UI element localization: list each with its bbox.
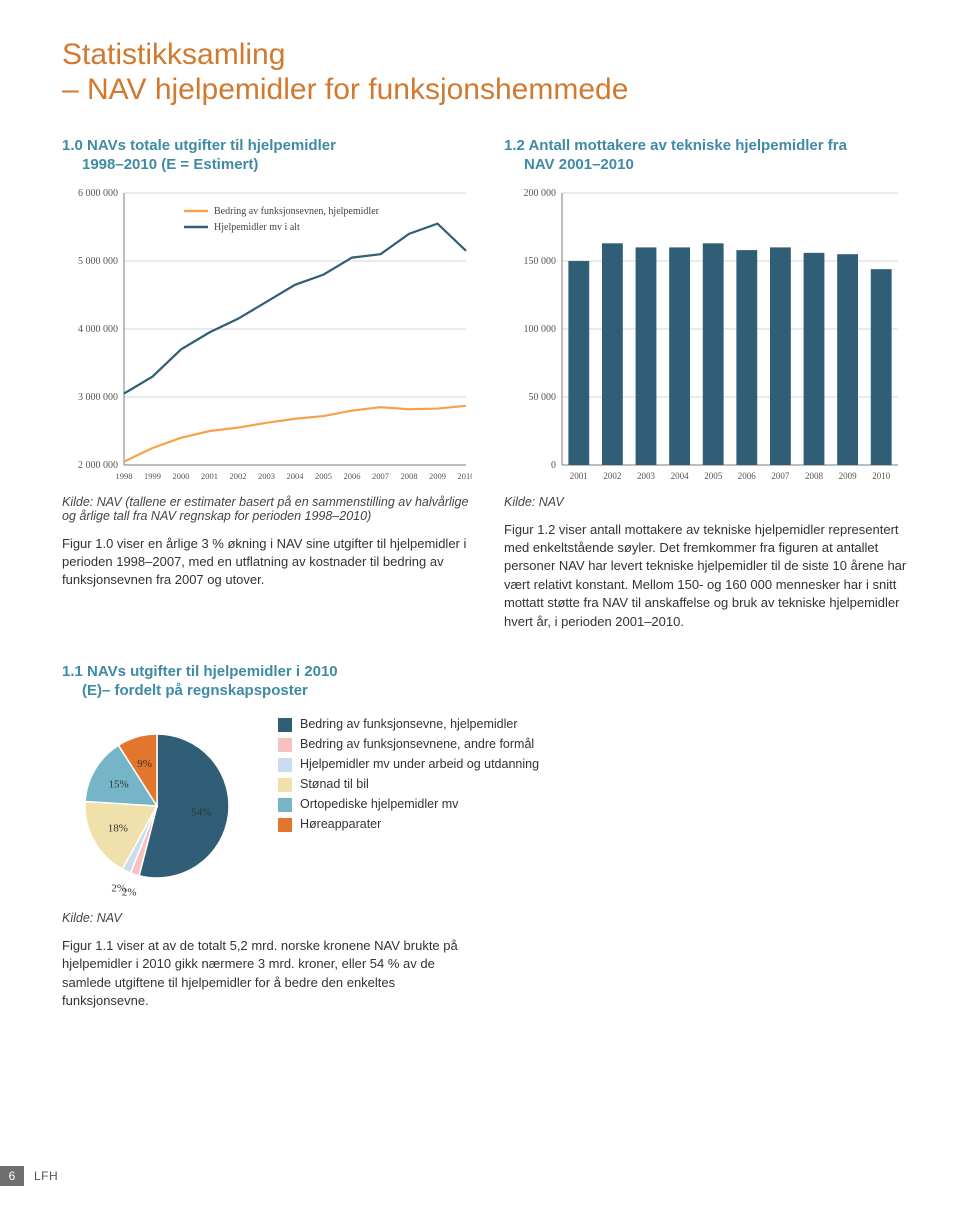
legend-label: Stønad til bil bbox=[300, 777, 369, 791]
svg-text:2006: 2006 bbox=[344, 471, 361, 481]
svg-text:2007: 2007 bbox=[372, 471, 389, 481]
fig11-title-l2: (E)– fordelt på regnskapsposter bbox=[62, 682, 622, 701]
legend-label: Hjelpemidler mv under arbeid og utdannin… bbox=[300, 757, 539, 771]
legend-item: Bedring av funksjonsevnene, andre formål bbox=[278, 737, 539, 752]
svg-text:2009: 2009 bbox=[839, 471, 858, 481]
svg-text:150 000: 150 000 bbox=[524, 256, 557, 267]
fig11-pie: 54%2%2%18%15%9% bbox=[62, 711, 252, 901]
svg-text:2001: 2001 bbox=[201, 471, 218, 481]
legend-swatch bbox=[278, 818, 292, 832]
svg-text:5 000 000: 5 000 000 bbox=[78, 256, 118, 267]
svg-text:2005: 2005 bbox=[704, 471, 723, 481]
svg-text:2002: 2002 bbox=[603, 471, 621, 481]
fig10-chart: 2 000 000 3 000 000 4 000 000 5 000 000 6 00… bbox=[62, 185, 472, 485]
legend-item: Ortopediske hjelpemidler mv bbox=[278, 797, 539, 812]
svg-text:2009: 2009 bbox=[429, 471, 446, 481]
svg-text:4 000 000: 4 000 000 bbox=[78, 324, 118, 335]
fig12-source: Kilde: NAV bbox=[504, 495, 912, 509]
fig12-body: Figur 1.2 viser antall mottakere av tekn… bbox=[504, 521, 912, 632]
svg-text:2008: 2008 bbox=[805, 471, 824, 481]
fig11-body: Figur 1.1 viser at av de totalt 5,2 mrd.… bbox=[62, 937, 482, 1011]
title-line1: Statistikksamling bbox=[62, 38, 285, 71]
svg-text:18%: 18% bbox=[108, 822, 128, 834]
svg-text:2 000 000: 2 000 000 bbox=[78, 460, 118, 471]
svg-text:9%: 9% bbox=[137, 758, 152, 770]
figure-1-1: 1.1 NAVs utgifter til hjelpemidler i 201… bbox=[62, 663, 622, 1010]
svg-text:50 000: 50 000 bbox=[529, 392, 557, 403]
svg-text:2%: 2% bbox=[111, 882, 126, 894]
fig12-title-l1: 1.2 Antall mottakere av tekniske hjelpem… bbox=[504, 137, 847, 154]
page-footer: 6 LFH bbox=[0, 1166, 58, 1186]
page-title: Statistikksamling – NAV hjelpemidler for… bbox=[62, 38, 912, 107]
svg-text:6 000 000: 6 000 000 bbox=[78, 188, 118, 199]
title-line2: – NAV hjelpemidler for funksjonshemmede bbox=[62, 73, 628, 106]
svg-text:2008: 2008 bbox=[401, 471, 418, 481]
fig11-title-l1: 1.1 NAVs utgifter til hjelpemidler i 201… bbox=[62, 663, 338, 680]
legend-item: Hjelpemidler mv under arbeid og utdannin… bbox=[278, 757, 539, 772]
svg-text:1998: 1998 bbox=[116, 471, 133, 481]
legend-swatch bbox=[278, 798, 292, 812]
svg-text:2006: 2006 bbox=[738, 471, 757, 481]
svg-text:2010: 2010 bbox=[872, 471, 891, 481]
svg-text:2005: 2005 bbox=[315, 471, 332, 481]
fig11-source: Kilde: NAV bbox=[62, 911, 622, 925]
svg-text:Hjelpemidler mv i alt: Hjelpemidler mv i alt bbox=[214, 222, 300, 233]
fig10-body: Figur 1.0 viser en årlige 3 % økning i N… bbox=[62, 535, 470, 590]
fig10-source: Kilde: NAV (tallene er estimater basert … bbox=[62, 495, 470, 523]
svg-text:54%: 54% bbox=[191, 806, 211, 818]
svg-text:Bedring av funksjonsevnen, hje: Bedring av funksjonsevnen, hjelpemidler bbox=[214, 206, 380, 217]
legend-label: Høreapparater bbox=[300, 817, 381, 831]
svg-text:3 000 000: 3 000 000 bbox=[78, 392, 118, 403]
legend-label: Ortopediske hjelpemidler mv bbox=[300, 797, 458, 811]
svg-text:200 000: 200 000 bbox=[524, 188, 557, 199]
svg-text:1999: 1999 bbox=[144, 471, 161, 481]
legend-swatch bbox=[278, 758, 292, 772]
svg-text:2000: 2000 bbox=[173, 471, 190, 481]
fig10-title-l1: 1.0 NAVs totale utgifter til hjelpemidle… bbox=[62, 137, 336, 154]
svg-text:0: 0 bbox=[551, 460, 556, 471]
legend-swatch bbox=[278, 718, 292, 732]
top-row: 1.0 NAVs totale utgifter til hjelpemidle… bbox=[62, 137, 912, 647]
svg-text:2004: 2004 bbox=[287, 471, 305, 481]
figure-1-0: 1.0 NAVs totale utgifter til hjelpemidle… bbox=[62, 137, 470, 647]
fig11-title: 1.1 NAVs utgifter til hjelpemidler i 201… bbox=[62, 663, 622, 701]
fig10-title-l2: 1998–2010 (E = Estimert) bbox=[62, 156, 470, 175]
figure-1-2: 1.2 Antall mottakere av tekniske hjelpem… bbox=[504, 137, 912, 647]
fig11-legend: Bedring av funksjonsevne, hjelpemidler Be… bbox=[278, 711, 539, 837]
legend-item: Bedring av funksjonsevne, hjelpemidler bbox=[278, 717, 539, 732]
svg-text:15%: 15% bbox=[108, 778, 128, 790]
legend-item: Stønad til bil bbox=[278, 777, 539, 792]
legend-item: Høreapparater bbox=[278, 817, 539, 832]
svg-text:2010: 2010 bbox=[458, 471, 473, 481]
svg-text:2003: 2003 bbox=[258, 471, 275, 481]
svg-text:100 000: 100 000 bbox=[524, 324, 557, 335]
page-number: 6 bbox=[0, 1166, 24, 1186]
legend-label: Bedring av funksjonsevnene, andre formål bbox=[300, 737, 534, 751]
svg-text:2002: 2002 bbox=[230, 471, 247, 481]
svg-text:2007: 2007 bbox=[771, 471, 790, 481]
legend-swatch bbox=[278, 738, 292, 752]
svg-text:2003: 2003 bbox=[637, 471, 656, 481]
svg-text:2001: 2001 bbox=[570, 471, 588, 481]
svg-text:2004: 2004 bbox=[671, 471, 690, 481]
fig12-title-l2: NAV 2001–2010 bbox=[504, 156, 912, 175]
legend-label: Bedring av funksjonsevne, hjelpemidler bbox=[300, 717, 518, 731]
footer-brand: LFH bbox=[34, 1169, 58, 1183]
fig12-chart: 0 50 000 100 000 150 000 200 000 2001 2002 2003… bbox=[504, 185, 904, 485]
fig10-title: 1.0 NAVs totale utgifter til hjelpemidle… bbox=[62, 137, 470, 175]
legend-swatch bbox=[278, 778, 292, 792]
fig12-title: 1.2 Antall mottakere av tekniske hjelpem… bbox=[504, 137, 912, 175]
